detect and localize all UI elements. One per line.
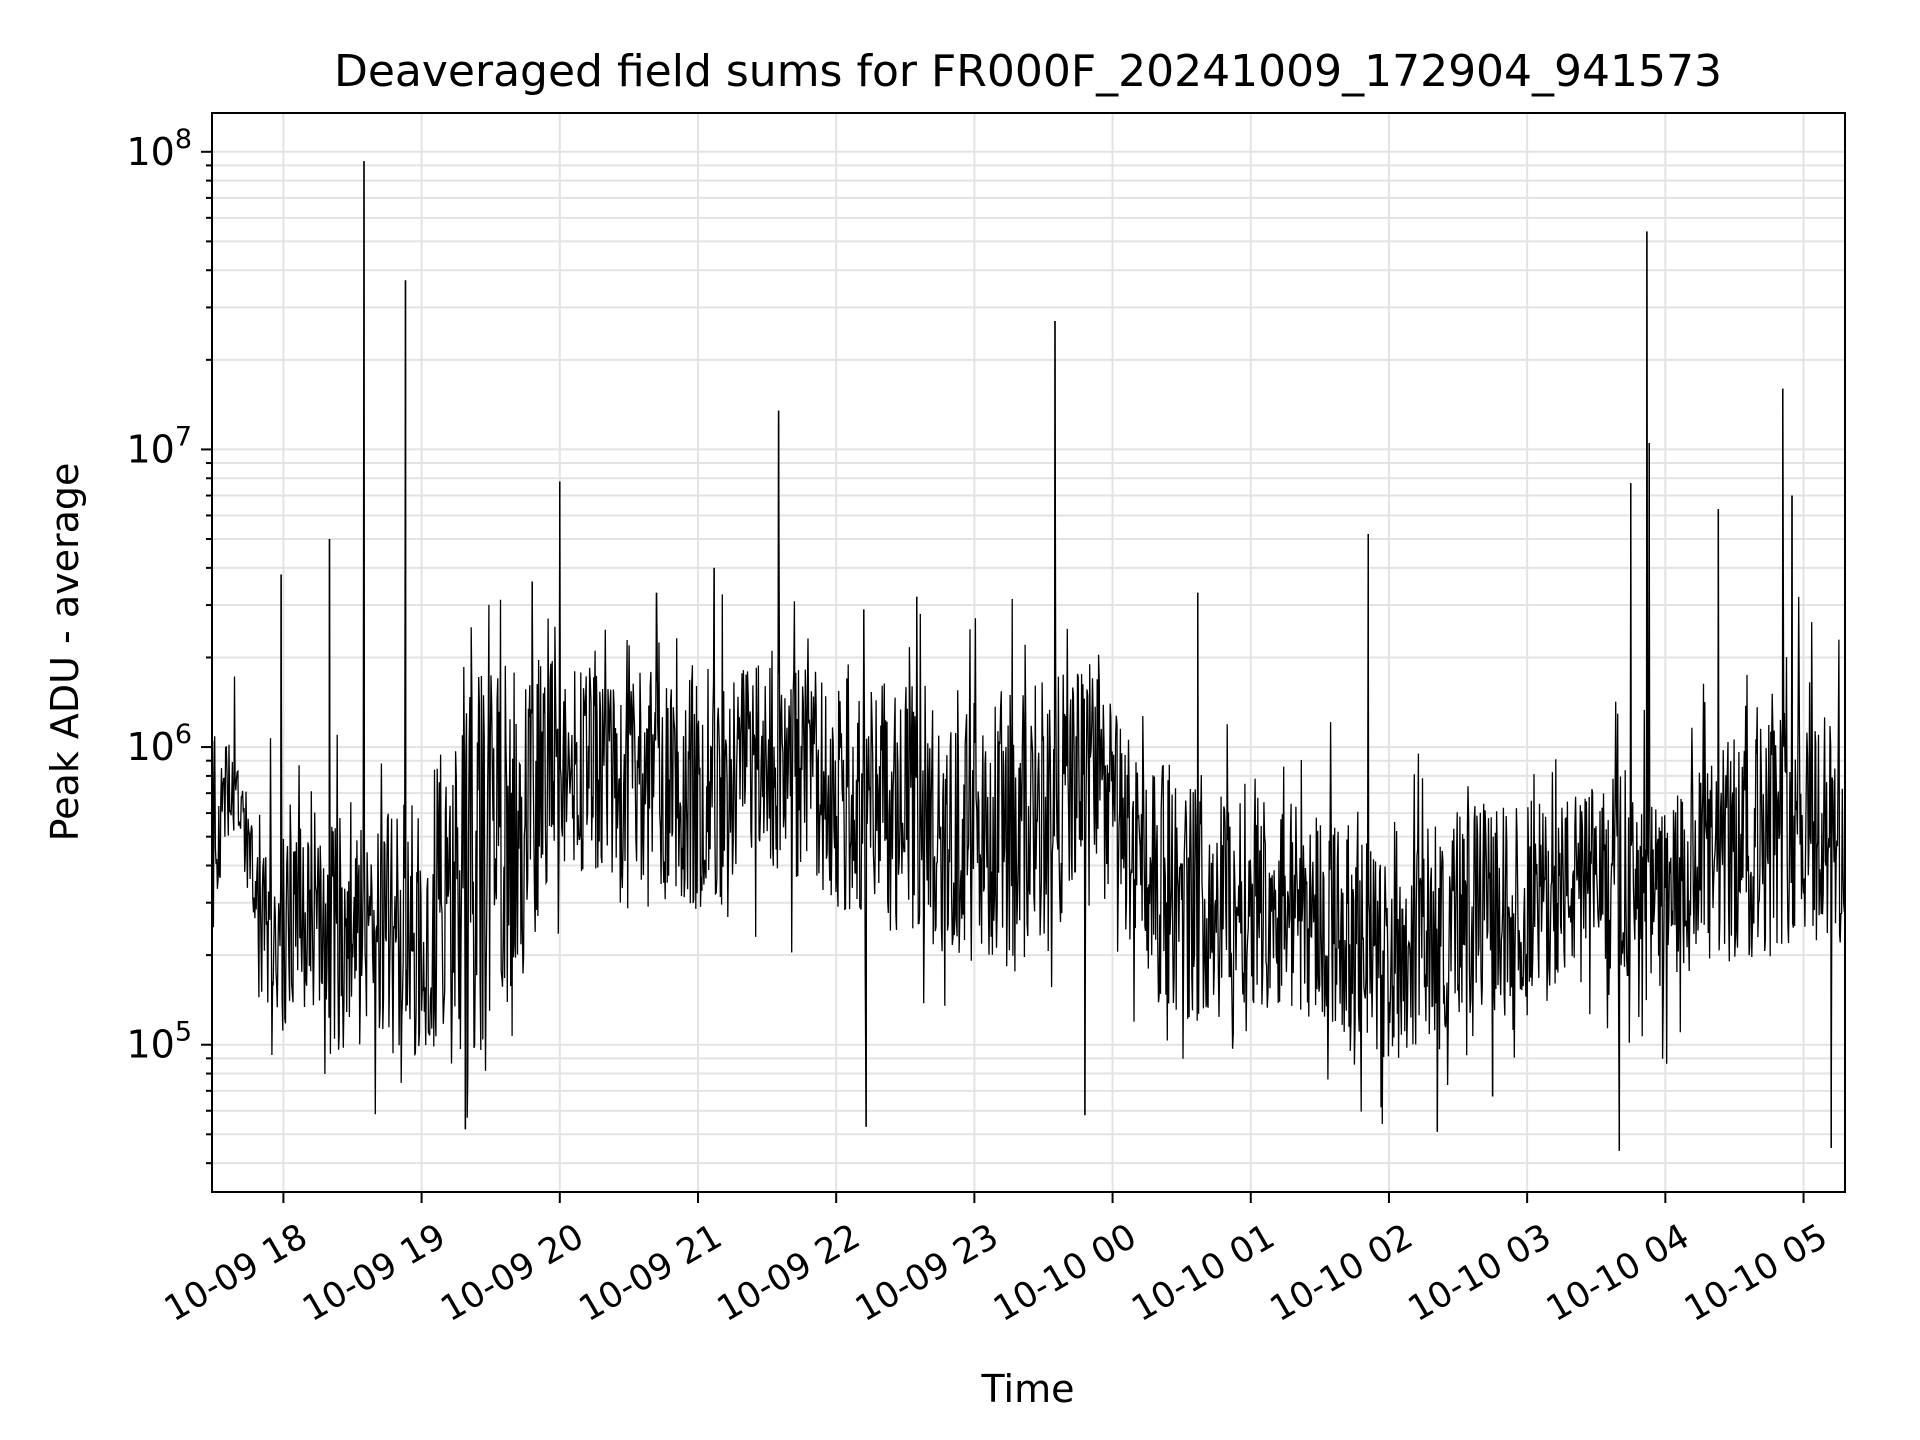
- plot-frame: [211, 112, 1846, 1193]
- series-line-path: [211, 161, 1846, 1151]
- y-axis: 105 106 107 108: [126, 124, 212, 1165]
- y-tick-label: 106: [126, 719, 192, 769]
- y-tick-label: 105: [126, 1017, 192, 1067]
- y-tick-label: 107: [126, 421, 192, 471]
- chart-title: Deaveraged field sums for FR000F_2024100…: [334, 46, 1722, 97]
- series-line: [211, 161, 1846, 1151]
- x-axis-label: Time: [981, 1367, 1075, 1411]
- y-axis-label: Peak ADU - average: [43, 463, 87, 842]
- y-tick-label: 108: [126, 124, 192, 174]
